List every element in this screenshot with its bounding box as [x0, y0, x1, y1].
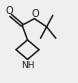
- Text: NH: NH: [21, 61, 34, 70]
- Text: O: O: [31, 9, 39, 19]
- Text: O: O: [5, 6, 13, 16]
